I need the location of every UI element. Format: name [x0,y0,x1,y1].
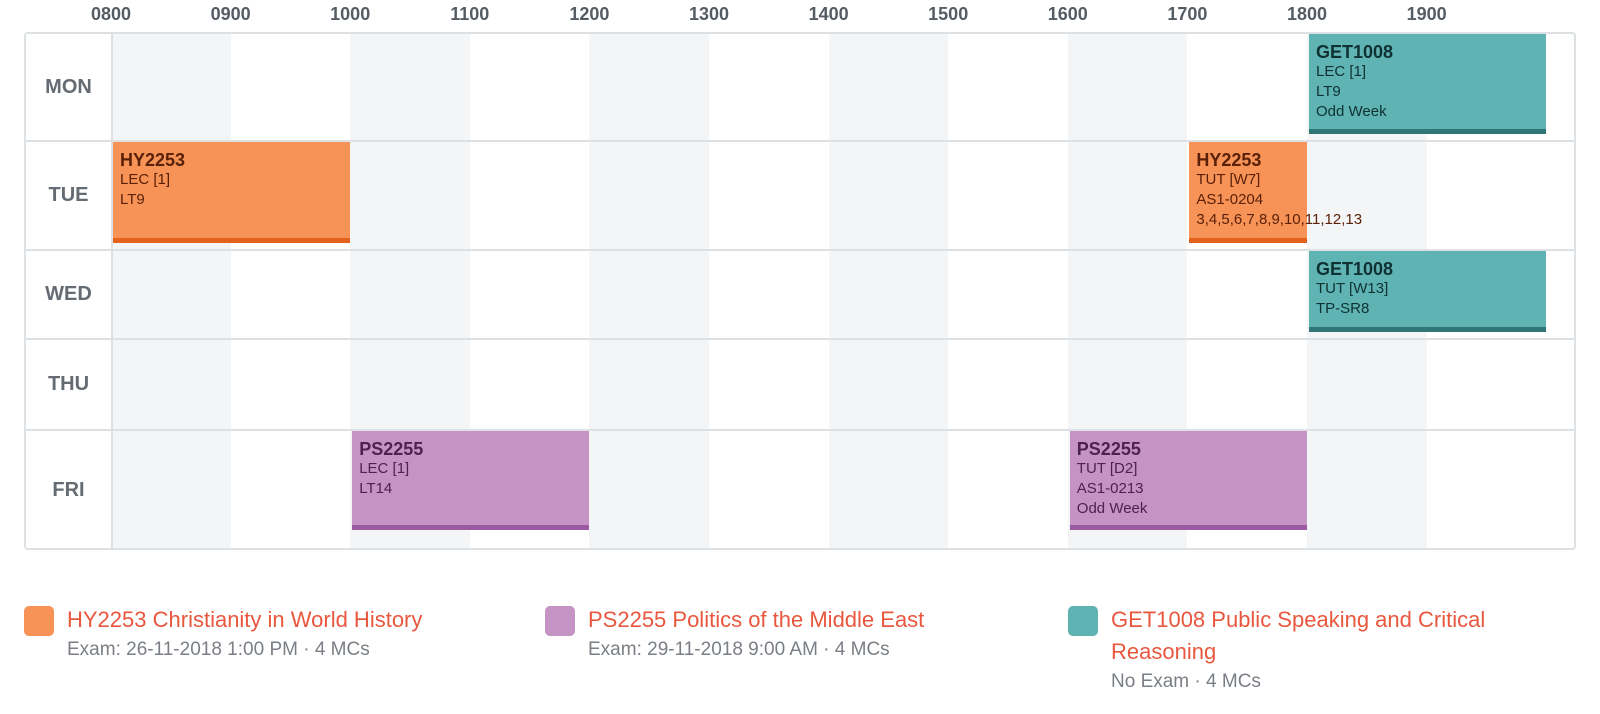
lesson-code: HY2253 [120,150,186,170]
color-swatch[interactable] [545,606,575,636]
lesson-detail: 3,4,5,6,7,8,9,10,11,12,13 [1196,211,1363,228]
exam-info: Exam: 29-11-2018 9:00 AM · 4 MCs [588,639,890,660]
hour-stripe [589,34,709,548]
time-label-1100: 1100 [450,4,490,24]
lesson-cell-ps2255[interactable]: PS2255 LEC [1] LT14 [352,431,590,530]
lesson-detail: LT14 [359,480,393,497]
day-label-wed: WED [45,283,92,305]
lesson-detail: AS1-0204 [1196,191,1264,208]
time-label-0800: 0800 [90,4,132,24]
lesson-code: PS2255 [1076,439,1141,459]
day-label-fri: FRI [52,479,85,501]
legend-text: HY2253 Christianity in World History Exam… [67,604,517,664]
lesson-cell-get1008[interactable]: GET1008 LEC [1] LT9 Odd Week [1309,34,1547,134]
lesson-detail: TUT [D2] [1076,460,1138,477]
time-label-1200: 1200 [569,4,610,24]
day-label-mon: MON [45,75,92,98]
time-label-1000: 1000 [330,4,371,24]
lesson-detail: AS1-0213 [1076,480,1144,497]
lesson-code: HY2253 [1196,150,1262,170]
day-label-tue: TUE [48,184,89,206]
color-swatch[interactable] [1068,606,1098,636]
exam-info: Exam: 26-11-2018 1:00 PM · 4 MCs [67,639,370,660]
hour-stripe [828,34,949,548]
lesson-detail: Odd Week [1076,500,1148,517]
day-row-wed: WED [26,251,1574,340]
day-row-fri: FRI [26,431,1574,548]
lesson-detail: LT9 [1316,83,1341,100]
time-label-1700: 1700 [1167,4,1208,24]
day-label-thu: THU [47,373,90,395]
exam-info: No Exam · 4 MCs [1111,671,1261,692]
lesson-detail: Odd Week [1316,103,1387,120]
time-label-0900: 0900 [210,4,251,24]
color-swatch[interactable] [24,606,54,636]
time-label-1300: 1300 [688,4,730,24]
time-label-1900: 1900 [1406,4,1447,24]
lesson-detail: TP-SR8 [1316,300,1370,317]
day-column [26,34,113,548]
lesson-detail: LEC [1] [120,171,171,188]
lesson-code: GET1008 [1316,259,1394,279]
timetable-grid: MON TUE WED THU FRI GET1008 LEC [1] LT9 Odd Week… [24,32,1576,550]
lesson-detail: LEC [1] [1316,63,1367,80]
time-label-1500: 1500 [928,4,969,24]
time-label-1800: 1800 [1286,4,1328,24]
lesson-cell-get1008[interactable]: GET1008 TUT [W13] TP-SR8 [1309,251,1547,332]
lesson-detail: LEC [1] [359,460,410,477]
lesson-detail: TUT [W13] [1316,280,1389,297]
lesson-detail: TUT [W7] [1196,171,1261,188]
day-row-tue: TUE [26,142,1574,251]
lesson-code: GET1008 [1316,42,1394,62]
lesson-cell-hy2253[interactable]: HY2253 LEC [1] LT9 [113,142,351,243]
module-title-link[interactable]: GET1008 Public Speaking and Critical Rea… [1111,607,1486,664]
time-header: 0800 0900 1000 1100 1200 1300 1400 1500 1600 1700… [0,0,1600,30]
lesson-code: PS2255 [359,439,424,459]
legend-text: PS2255 Politics of the Middle East Exam: … [588,604,1038,664]
legend-text: GET1008 Public Speaking and Critical Rea… [1111,604,1561,696]
time-label-1600: 1600 [1047,4,1088,24]
module-title-link[interactable]: PS2255 Politics of the Middle East [588,607,925,632]
day-row-mon: MON [26,34,1574,142]
hour-stripe [111,34,231,548]
module-title-link[interactable]: HY2253 Christianity in World History [67,607,423,632]
lesson-cell-ps2255[interactable]: PS2255 TUT [D2] AS1-0213 Odd Week [1069,431,1307,530]
time-label-1400: 1400 [808,4,849,24]
lesson-detail: LT9 [120,191,145,208]
lesson-cell-hy2253[interactable]: HY2253 TUT [W7] AS1-0204 3,4,5,6,7,8,9,10,1… [1189,142,1363,243]
day-row-thu: THU [26,340,1574,431]
